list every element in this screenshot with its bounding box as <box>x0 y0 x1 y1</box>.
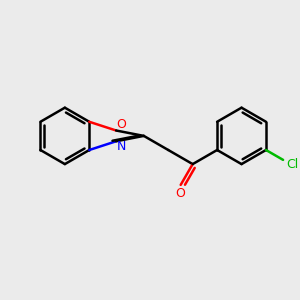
Text: N: N <box>117 140 126 154</box>
Text: Cl: Cl <box>286 158 298 171</box>
Text: O: O <box>176 187 186 200</box>
Text: O: O <box>117 118 127 131</box>
